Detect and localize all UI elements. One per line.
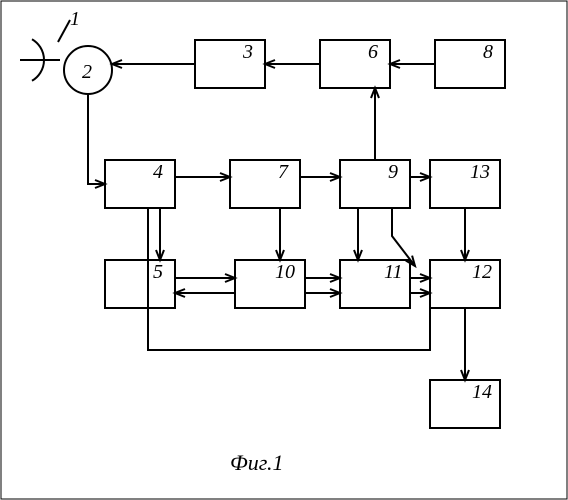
- figure-caption: Фиг.1: [230, 450, 284, 475]
- label-6: 6: [368, 41, 378, 63]
- label-3: 3: [242, 41, 253, 63]
- label-7: 7: [278, 161, 289, 183]
- label-9: 9: [388, 161, 398, 183]
- label-11: 11: [384, 261, 403, 283]
- node-7: [230, 160, 300, 208]
- antenna-leader: [58, 20, 70, 42]
- node-4: [105, 160, 175, 208]
- label-4: 4: [153, 161, 163, 183]
- connector: [88, 94, 105, 184]
- label-1: 1: [70, 8, 80, 30]
- label-12: 12: [472, 261, 492, 283]
- label-10: 10: [275, 261, 295, 283]
- node-6: [320, 40, 390, 88]
- label-13: 13: [470, 161, 490, 183]
- label-5: 5: [153, 261, 163, 283]
- node-9: [340, 160, 410, 208]
- label-8: 8: [483, 41, 493, 63]
- node-5: [105, 260, 175, 308]
- node-3: [195, 40, 265, 88]
- label-14: 14: [472, 381, 492, 403]
- node-8: [435, 40, 505, 88]
- label-2: 2: [82, 61, 92, 83]
